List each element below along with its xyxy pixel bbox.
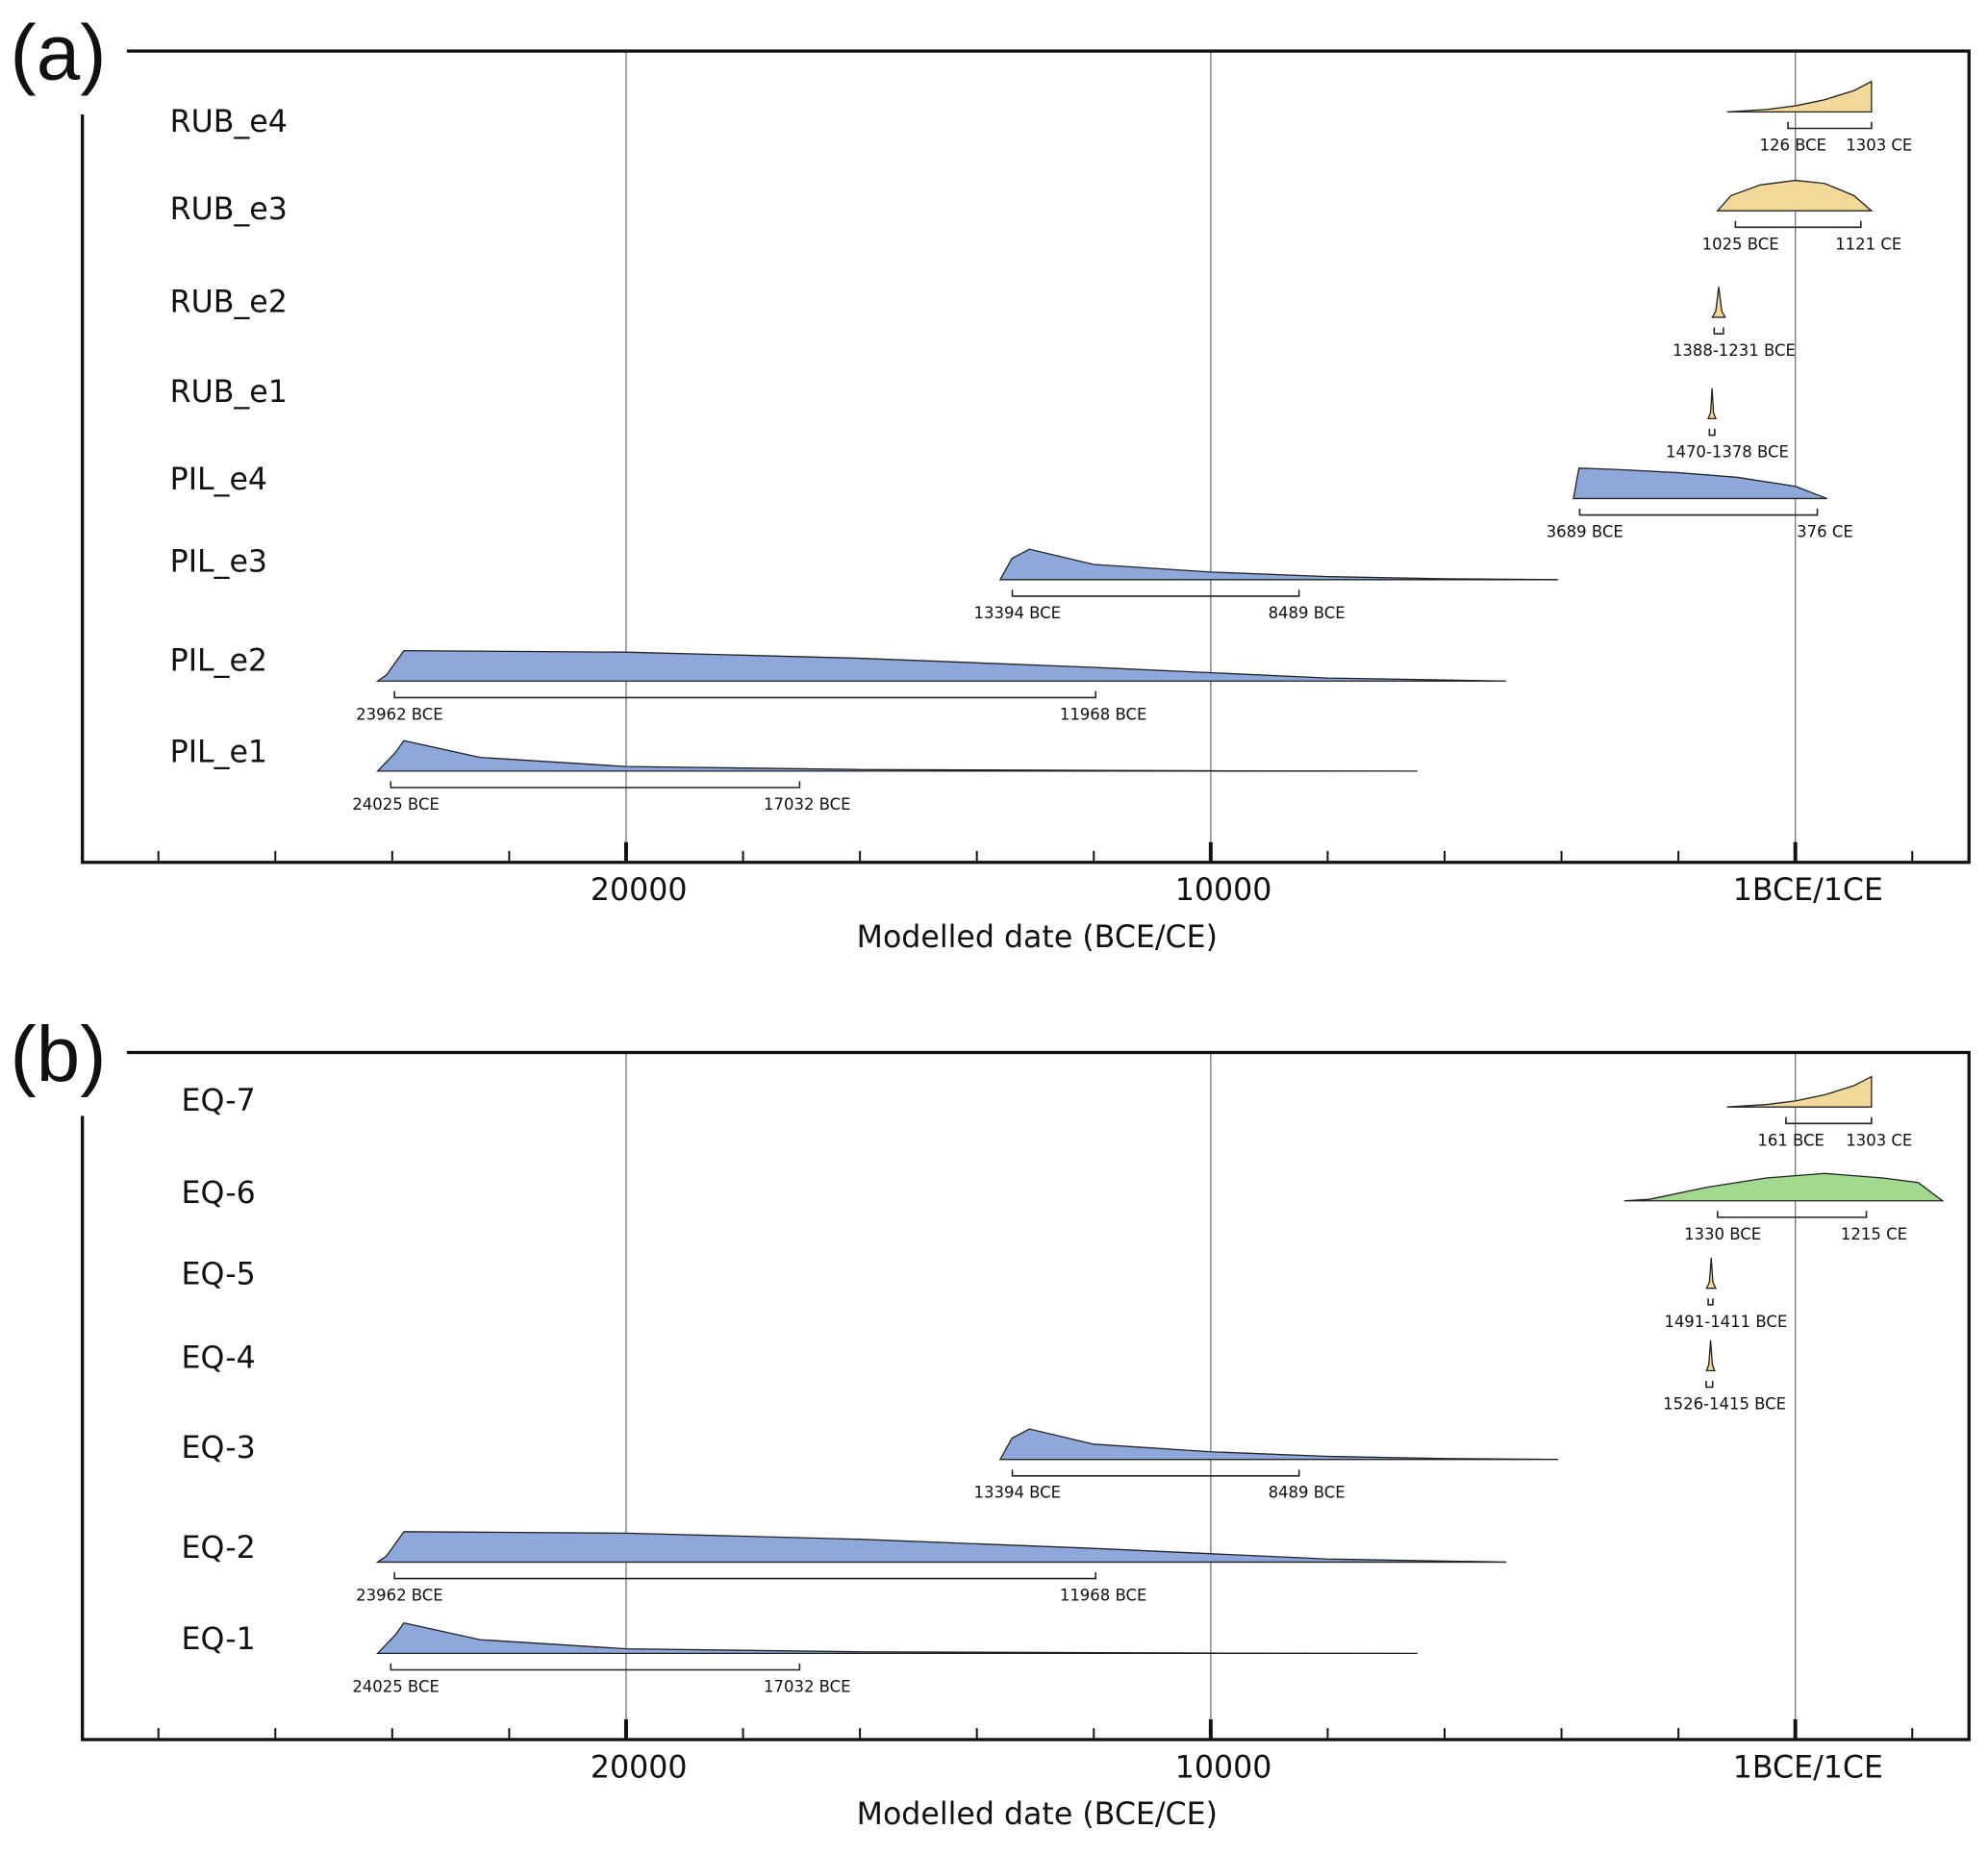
- frame: [81, 1050, 1971, 1741]
- density: [1726, 1075, 1873, 1108]
- x-tick-label: 1BCE/1CE: [1733, 873, 1883, 908]
- interval-bracket: [393, 690, 1097, 699]
- row-label: EQ-7: [182, 1084, 256, 1118]
- row-label: PIL_e2: [170, 643, 267, 678]
- interval-label: 1388-1231 BCE: [1673, 341, 1796, 360]
- row-label: PIL_e3: [170, 545, 267, 580]
- interval-label: 1303 CE: [1846, 1131, 1912, 1149]
- x-tick-label: 10000: [1175, 1750, 1272, 1785]
- row-label: RUB_e1: [170, 375, 288, 410]
- density: [1707, 388, 1717, 420]
- row-label: RUB_e4: [170, 105, 288, 139]
- interval-label: 3689 BCE: [1547, 523, 1623, 541]
- interval-label: 24025 BCE: [352, 1677, 440, 1695]
- interval-label: 17032 BCE: [764, 795, 851, 814]
- label-backdrop: [0, 13, 127, 115]
- x-tick-label: 10000: [1175, 873, 1272, 908]
- row-label: EQ-3: [182, 1431, 256, 1466]
- density: [1573, 467, 1827, 500]
- frame: [81, 49, 1971, 864]
- row-label: EQ-6: [182, 1176, 256, 1211]
- row-label: EQ-4: [182, 1341, 256, 1376]
- interval-bracket: [1717, 1211, 1868, 1218]
- interval-label: 17032 BCE: [764, 1677, 851, 1695]
- density: [1705, 1258, 1718, 1290]
- density: [376, 1621, 1418, 1655]
- label-backdrop: [0, 1014, 127, 1116]
- interval-label: 1470-1378 BCE: [1666, 442, 1789, 461]
- x-tick-label: 20000: [591, 1750, 688, 1785]
- interval-label: 126 BCE: [1760, 136, 1827, 154]
- interval-label: 1121 CE: [1835, 235, 1901, 253]
- interval-bracket: [1705, 1380, 1714, 1389]
- interval-bracket: [1785, 1116, 1873, 1125]
- density: [1726, 80, 1873, 113]
- interval-bracket: [1713, 327, 1724, 335]
- interval-label: 23962 BCE: [356, 705, 443, 723]
- row-label: PIL_e1: [170, 735, 267, 769]
- row-label: RUB_e2: [170, 285, 288, 319]
- interval-label: 1526-1415 BCE: [1663, 1394, 1786, 1413]
- density: [376, 739, 1418, 772]
- interval-bracket: [390, 781, 801, 789]
- density: [1716, 179, 1874, 212]
- density: [1623, 1172, 1945, 1202]
- interval-label: 13394 BCE: [974, 604, 1062, 622]
- x-tick-label: 1BCE/1CE: [1733, 1750, 1883, 1785]
- density: [375, 1531, 1507, 1564]
- interval-bracket: [1578, 508, 1819, 516]
- interval-bracket: [1011, 589, 1300, 597]
- interval-label: 11968 BCE: [1060, 1587, 1147, 1605]
- interval-bracket: [1787, 121, 1873, 130]
- interval-label: 1491-1411 BCE: [1664, 1313, 1787, 1331]
- interval-bracket: [393, 1571, 1097, 1580]
- interval-label: 8489 BCE: [1269, 1484, 1346, 1502]
- row-label: EQ-1: [182, 1622, 256, 1657]
- interval-bracket: [1734, 220, 1862, 229]
- panel-label: (a): [11, 10, 107, 97]
- row-label: EQ-5: [182, 1258, 256, 1292]
- panel-label: (b): [11, 1011, 107, 1098]
- interval-label: 11968 BCE: [1060, 705, 1147, 723]
- x-axis-label: Modelled date (BCE/CE): [857, 1797, 1218, 1832]
- density: [998, 548, 1559, 581]
- interval-label: 161 BCE: [1757, 1131, 1824, 1149]
- x-tick-label: 20000: [591, 873, 688, 908]
- interval-label: 1303 CE: [1846, 136, 1912, 154]
- density: [998, 1428, 1559, 1461]
- row-label: RUB_e3: [170, 192, 288, 227]
- row-label: EQ-2: [182, 1531, 256, 1566]
- density: [375, 649, 1507, 682]
- interval-label: 1025 BCE: [1702, 235, 1779, 253]
- x-axis-label: Modelled date (BCE/CE): [857, 920, 1218, 955]
- density: [1711, 287, 1726, 318]
- interval-label: 8489 BCE: [1269, 604, 1346, 622]
- interval-bracket: [1708, 428, 1716, 437]
- interval-label: 23962 BCE: [356, 1587, 443, 1605]
- interval-bracket: [390, 1663, 801, 1671]
- density: [1705, 1340, 1716, 1372]
- interval-label: 376 CE: [1797, 523, 1853, 541]
- row-label: PIL_e4: [170, 463, 267, 497]
- interval-bracket: [1707, 1298, 1714, 1306]
- interval-label: 1215 CE: [1841, 1225, 1907, 1243]
- interval-label: 24025 BCE: [352, 795, 440, 814]
- interval-label: 1330 BCE: [1684, 1225, 1761, 1243]
- interval-label: 13394 BCE: [974, 1484, 1062, 1502]
- interval-bracket: [1011, 1469, 1300, 1477]
